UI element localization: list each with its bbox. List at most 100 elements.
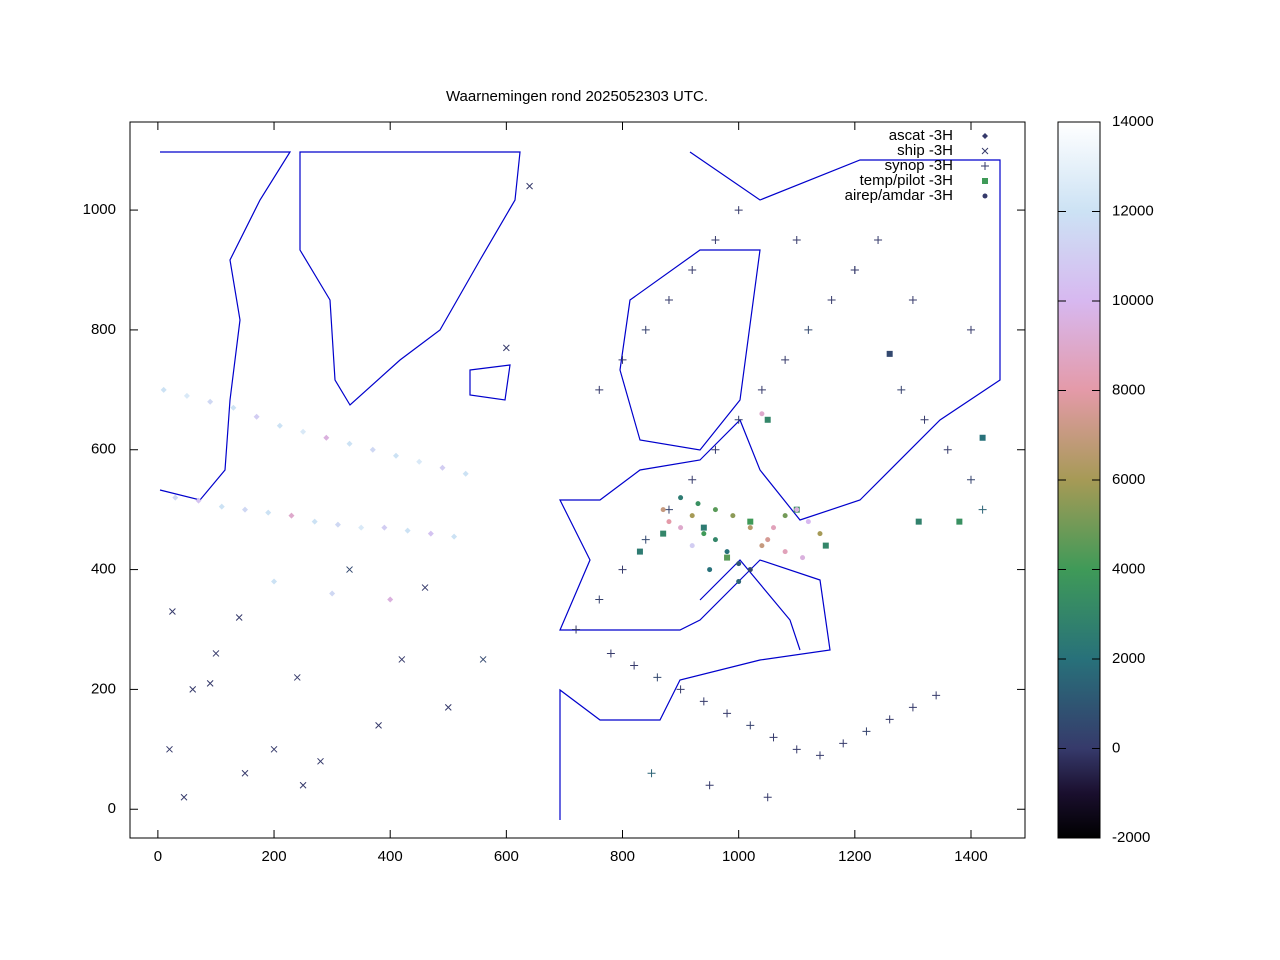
point	[723, 709, 732, 718]
point	[707, 567, 713, 573]
point	[979, 434, 986, 441]
point	[329, 590, 336, 597]
point	[827, 295, 836, 304]
point	[800, 555, 806, 561]
point	[676, 685, 685, 694]
legend-label: synop -3H	[885, 157, 953, 174]
point	[943, 445, 952, 454]
point	[664, 295, 673, 304]
point	[421, 584, 429, 591]
point	[299, 781, 307, 789]
point	[705, 781, 714, 790]
point	[317, 757, 324, 765]
coastline	[299, 151, 521, 406]
point	[781, 355, 790, 364]
point	[235, 614, 243, 621]
point	[874, 236, 883, 245]
colorbar-tick-label: 12000	[1112, 202, 1154, 219]
point	[172, 494, 179, 501]
point	[218, 503, 225, 510]
point	[862, 727, 871, 736]
point	[712, 537, 718, 543]
point	[724, 554, 731, 561]
point	[920, 415, 929, 424]
y-tick-label: 200	[91, 680, 116, 697]
point	[618, 355, 627, 364]
point	[817, 531, 823, 537]
point	[358, 524, 365, 531]
point	[815, 751, 824, 760]
plot-frame	[129, 121, 1026, 839]
point	[822, 542, 829, 549]
coastline	[559, 151, 1001, 820]
y-tick-label: 600	[91, 441, 116, 458]
point	[404, 527, 411, 534]
colorbar-tick-label: 14000	[1112, 113, 1154, 130]
point	[253, 413, 260, 420]
point	[966, 325, 975, 334]
point	[678, 495, 684, 501]
point	[660, 507, 666, 513]
point	[416, 458, 423, 465]
colorbar-tick-label: -2000	[1112, 829, 1150, 846]
point	[764, 416, 771, 423]
point	[771, 525, 777, 531]
x-tick-label: 800	[610, 848, 635, 865]
chart-title: Waarnemingen rond 2025052303 UTC.	[446, 88, 708, 105]
y-tick-label: 1000	[83, 201, 116, 218]
point	[678, 525, 684, 531]
point	[757, 385, 766, 394]
point	[701, 531, 707, 537]
colorbar-tick-label: 6000	[1112, 471, 1145, 488]
point	[647, 769, 656, 778]
point	[288, 512, 295, 519]
point	[966, 475, 975, 484]
point	[206, 680, 214, 687]
point	[688, 475, 697, 484]
point	[451, 533, 458, 540]
point	[724, 549, 730, 555]
point	[712, 507, 718, 513]
point	[736, 561, 742, 567]
point	[734, 415, 743, 424]
point	[169, 608, 176, 615]
point	[978, 505, 987, 514]
point	[300, 428, 307, 435]
point	[932, 691, 941, 700]
colorbar-tick-label: 0	[1112, 739, 1120, 756]
point	[700, 524, 707, 531]
x-tick-label: 1000	[722, 848, 755, 865]
point	[794, 507, 800, 513]
point	[765, 537, 771, 543]
point	[526, 182, 533, 190]
point	[270, 745, 278, 753]
legend-symbol	[982, 178, 988, 184]
x-tick-label: 1200	[838, 848, 871, 865]
point	[711, 445, 720, 454]
point	[730, 513, 736, 519]
point	[595, 385, 604, 394]
point	[695, 501, 701, 507]
point	[346, 566, 353, 573]
point	[502, 344, 510, 352]
point	[736, 579, 742, 585]
point	[207, 398, 214, 405]
point	[212, 650, 220, 657]
point	[241, 769, 249, 777]
y-tick-label: 400	[91, 561, 116, 578]
point	[759, 543, 765, 549]
point	[782, 513, 788, 519]
x-tick-label: 600	[494, 848, 519, 865]
point	[804, 325, 813, 334]
point	[311, 518, 318, 525]
y-tick-label: 0	[108, 800, 116, 817]
point	[636, 548, 643, 555]
point	[666, 519, 672, 525]
point	[850, 265, 859, 274]
point	[689, 543, 695, 549]
point	[782, 549, 788, 555]
point	[688, 265, 697, 274]
point	[915, 518, 922, 525]
point	[886, 350, 893, 357]
point	[759, 411, 765, 417]
